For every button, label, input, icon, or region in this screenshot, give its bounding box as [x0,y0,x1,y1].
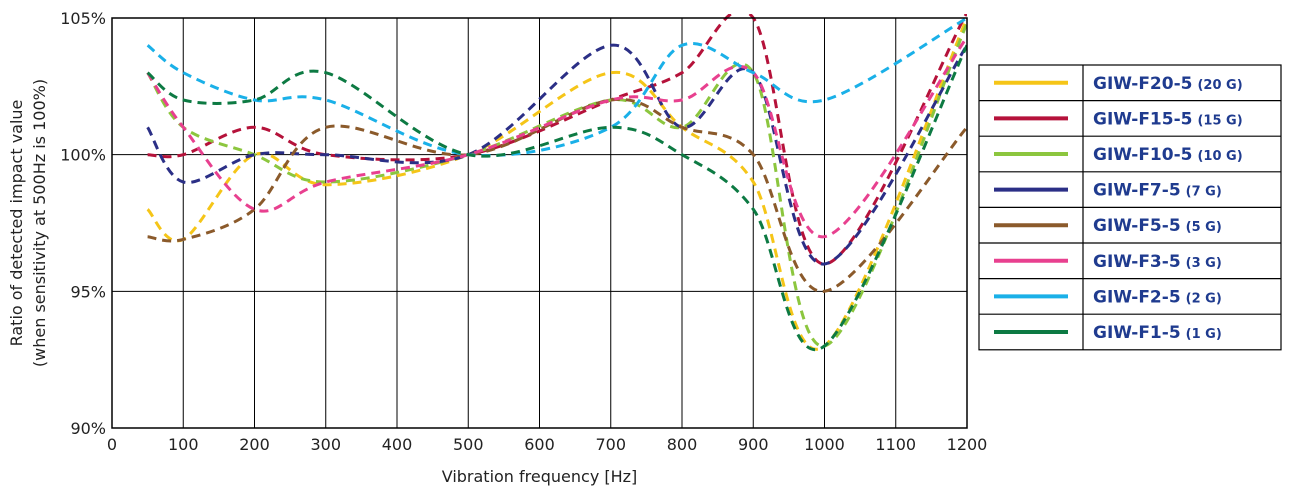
x-tick-label: 300 [310,435,341,454]
x-tick-label: 600 [524,435,555,454]
legend-entry: GIW-F20-5 (20 G) [1093,74,1243,94]
legend-entry: GIW-F1-5 (1 G) [1093,323,1222,343]
series-line-giw-f10-5 [146,22,967,348]
x-tick-label: 0 [107,435,117,454]
legend-entry: GIW-F3-5 (3 G) [1093,252,1222,272]
x-tick-label: 200 [239,435,270,454]
legend-g-rating: (15 G) [1197,113,1242,128]
legend-entry: GIW-F15-5 (15 G) [1093,109,1243,129]
legend-g-rating: (3 G) [1186,256,1222,271]
y-tick-label: 100% [60,146,106,165]
legend-model-name: GIW-F2-5 [1093,287,1181,307]
x-tick-label: 800 [667,435,698,454]
x-tick-label: 100 [168,435,199,454]
x-tick-label: 900 [738,435,769,454]
legend-entry: GIW-F10-5 (10 G) [1093,145,1243,165]
y-tick-label: 95% [70,282,106,301]
y-tick-label: 105% [60,9,106,28]
legend-model-name: GIW-F15-5 [1093,109,1192,129]
legend-g-rating: (7 G) [1186,185,1222,200]
x-tick-labels: 0 100 200 300 400 500 600 700 800 900 1000 1100 1200 [107,435,987,454]
legend: GIW-F20-5 (20 G) GIW-F15-5 (15 G) GIW-F10-5 (… [978,64,1282,351]
series-line-giw-f20-5 [146,17,967,351]
legend-g-rating: (2 G) [1186,291,1222,306]
legend-model-name: GIW-F20-5 [1093,74,1192,94]
series-lines [146,14,967,351]
legend-model-name: GIW-F5-5 [1093,216,1181,236]
series-line-giw-f1-5 [146,44,967,351]
legend-entry: GIW-F7-5 (7 G) [1093,181,1222,201]
plot-frame [111,17,968,429]
grid [112,18,967,428]
x-axis-label: Vibration frequency [Hz] [442,467,638,486]
series-line-giw-f7-5 [146,43,967,266]
legend-model-name: GIW-F1-5 [1093,323,1181,343]
legend-entry: GIW-F5-5 (5 G) [1093,216,1222,236]
series-line-giw-f3-5 [146,36,967,239]
legend-model-name: GIW-F7-5 [1093,181,1181,201]
legend-g-rating: (5 G) [1186,220,1222,235]
x-tick-label: 1000 [804,435,845,454]
y-tick-labels: 90% 95% 100% 105% [60,9,106,438]
legend-model-name: GIW-F10-5 [1093,145,1192,165]
legend-g-rating: (10 G) [1197,149,1242,164]
y-axis-label-line-1: Ratio of detected impact value [7,100,26,347]
legend-model-name: GIW-F3-5 [1093,252,1181,272]
x-tick-label: 700 [595,435,626,454]
x-tick-label: 1200 [947,435,988,454]
y-tick-label: 90% [70,419,106,438]
legend-g-rating: (20 G) [1197,78,1242,93]
y-axis-label-line-2: (when sensitivity at 500Hz is 100%) [30,79,49,367]
x-tick-label: 500 [453,435,484,454]
series-line-giw-f15-5 [147,14,967,266]
series-line-giw-f2-5 [146,16,967,158]
legend-g-rating: (1 G) [1186,327,1222,342]
x-tick-label: 400 [382,435,413,454]
series-line-giw-f5-5 [147,97,967,293]
legend-entry: GIW-F2-5 (2 G) [1093,287,1222,307]
x-tick-label: 1100 [875,435,916,454]
